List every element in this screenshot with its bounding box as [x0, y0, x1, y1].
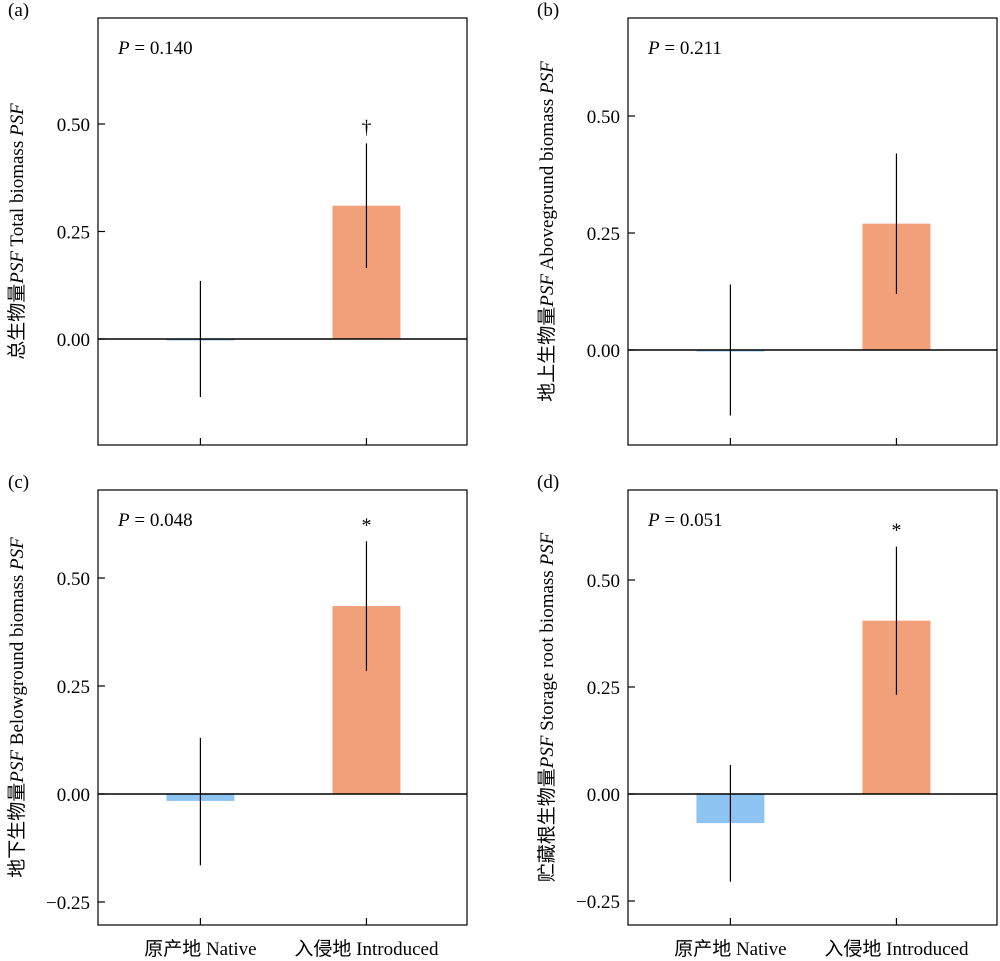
y-tick-label: 0.50 [57, 569, 90, 590]
plot-frame [97, 17, 468, 446]
p-symbol: P [117, 510, 130, 531]
y-axis-title-psf: PSF [7, 251, 28, 285]
y-tick-label: 0.00 [57, 330, 90, 351]
p-value-label: P = 0.211 [647, 38, 722, 59]
y-axis-title-cn: 总生物量 [6, 284, 28, 360]
x-tick-label: 入侵地 Introduced [824, 938, 969, 960]
y-axis-title: 地上生物量PSF Aboveground biomass PSF [536, 61, 558, 402]
y-axis-title-psf2: PSF [537, 61, 558, 95]
p-value-label: P = 0.140 [117, 38, 193, 59]
x-tick-label: 原产地 Native [144, 938, 256, 960]
p-value-text: = 0.048 [130, 510, 193, 531]
y-tick-label: 0.25 [587, 678, 620, 699]
y-axis-title-en: Total biomass [7, 136, 28, 251]
y-tick-label: 0.50 [587, 107, 620, 128]
p-value-text: = 0.140 [130, 38, 193, 59]
y-axis-title-en: Aboveground biomass [537, 94, 558, 274]
y-tick-label: 0.50 [587, 571, 620, 592]
panel-label: (d) [537, 472, 559, 493]
y-axis-title-en: Belowground biomass [7, 570, 28, 750]
y-axis-title-cn: 贮藏根生物量 [536, 768, 558, 882]
y-axis-title: 地下生物量PSF Belowground biomass PSF [6, 537, 28, 878]
significance-marker: * [361, 514, 371, 536]
plot-frame [627, 489, 998, 926]
y-axis-title-psf: PSF [537, 274, 558, 308]
p-value-text: = 0.211 [660, 38, 722, 59]
y-axis-title-psf2: PSF [7, 537, 28, 571]
y-axis-title-psf: PSF [537, 735, 558, 769]
y-tick-label: 0.25 [57, 677, 90, 698]
y-tick-label: 0.25 [57, 223, 90, 244]
plot-frame [97, 489, 468, 926]
x-tick-label: 入侵地 Introduced [294, 938, 439, 960]
y-axis-title-cn: 地下生物量 [6, 783, 28, 878]
panel-label: (c) [8, 472, 29, 493]
p-value-label: P = 0.051 [647, 510, 723, 531]
plot-frame [627, 17, 998, 446]
panel-label: (b) [537, 0, 559, 21]
y-axis-title-psf2: PSF [7, 103, 28, 137]
y-axis-title: 贮藏根生物量PSF Storage root biomass PSF [536, 532, 558, 882]
y-tick-label: 0.50 [57, 115, 90, 136]
chart-panel: (c) * 0.50 0.25 0.00 −0.25 原产地 Native 入侵地 Intro… [6, 472, 468, 960]
y-axis-title-psf2: PSF [537, 532, 558, 566]
p-symbol: P [647, 510, 660, 531]
y-tick-label: −0.25 [46, 893, 90, 914]
p-value-text: = 0.051 [660, 510, 723, 531]
x-tick-label: 原产地 Native [674, 938, 786, 960]
chart-panel: (d) * 0.50 0.25 0.00 −0.25 原产地 Native 入侵地 Intro… [536, 472, 998, 960]
y-tick-label: 0.00 [57, 785, 90, 806]
y-axis-title-psf: PSF [7, 750, 28, 784]
y-tick-label: −0.25 [576, 892, 620, 913]
significance-marker: * [891, 520, 901, 542]
y-tick-label: 0.25 [587, 224, 620, 245]
p-value-label: P = 0.048 [117, 510, 193, 531]
y-tick-label: 0.00 [587, 785, 620, 806]
y-tick-label: 0.00 [587, 341, 620, 362]
p-symbol: P [647, 38, 660, 59]
panel-label: (a) [8, 0, 29, 21]
p-symbol: P [117, 38, 130, 59]
significance-marker: † [361, 116, 371, 138]
y-axis-title-en: Storage root biomass [537, 566, 558, 736]
y-axis-title-cn: 地上生物量 [536, 307, 558, 402]
y-axis-title: 总生物量PSF Total biomass PSF [6, 103, 28, 360]
